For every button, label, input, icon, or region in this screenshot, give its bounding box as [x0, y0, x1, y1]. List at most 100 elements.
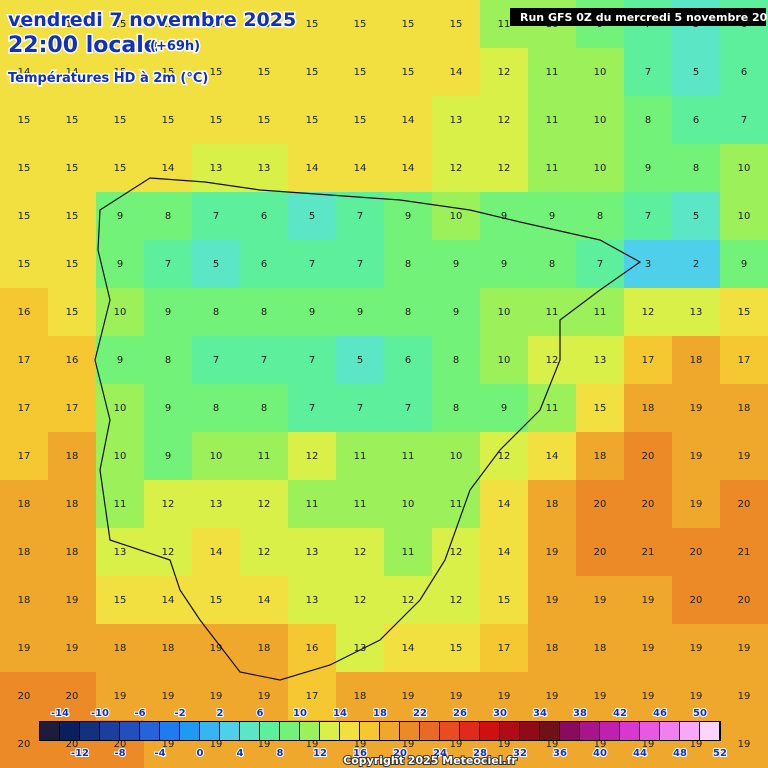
temperature-cell: [480, 480, 529, 529]
temperature-value: 12: [354, 547, 367, 558]
temperature-value: 20: [66, 691, 79, 702]
temperature-value: 11: [114, 499, 127, 510]
temperature-cell: [144, 384, 193, 433]
temperature-value: 12: [642, 307, 655, 318]
temperature-cell: [192, 384, 241, 433]
temperature-value: 14: [402, 115, 415, 126]
temperature-cell: [384, 384, 433, 433]
temperature-cell: [0, 192, 49, 241]
temperature-cell: [480, 288, 529, 337]
temperature-value: 9: [501, 211, 507, 222]
temperature-value: 17: [18, 403, 31, 414]
legend-label: 6: [257, 708, 264, 719]
temperature-cell: [672, 576, 721, 625]
temperature-value: 15: [258, 67, 271, 78]
temperature-cell: [288, 240, 337, 289]
temperature-value: 12: [306, 451, 319, 462]
legend-swatch: [520, 722, 539, 740]
temperature-value: 8: [693, 163, 699, 174]
temperature-cell: [432, 288, 481, 337]
temperature-value: 19: [162, 739, 175, 750]
temperature-value: 3: [645, 259, 651, 270]
legend-label: 2: [217, 708, 224, 719]
temperature-value: 15: [162, 115, 175, 126]
temperature-cell: [432, 624, 481, 673]
temperature-value: 14: [210, 547, 223, 558]
copyright: Copyright 2025 Meteociel.fr: [343, 754, 517, 767]
temperature-value: 20: [18, 739, 31, 750]
temperature-cell: [384, 336, 433, 385]
temperature-value: 11: [546, 403, 559, 414]
temperature-value: 19: [18, 643, 31, 654]
legend-swatch: [200, 722, 219, 740]
legend-swatch: [220, 722, 239, 740]
temperature-value: 19: [690, 403, 703, 414]
temperature-cell: [336, 0, 385, 49]
temperature-cell: [0, 384, 49, 433]
temperature-cell: [624, 384, 673, 433]
temperature-value: 9: [501, 403, 507, 414]
temperature-value: 18: [18, 595, 31, 606]
temperature-cell: [144, 672, 193, 721]
temperature-cell: [240, 144, 289, 193]
legend-swatch: [340, 722, 359, 740]
temperature-cell: [240, 192, 289, 241]
temperature-value: 15: [594, 403, 607, 414]
temperature-value: 11: [306, 499, 319, 510]
temperature-value: 18: [594, 643, 607, 654]
temperature-cell: [0, 288, 49, 337]
temperature-cell: [240, 576, 289, 625]
temperature-value: 19: [546, 691, 559, 702]
temperature-cell: [192, 48, 241, 97]
temperature-cell: [624, 144, 673, 193]
temperature-value: 19: [210, 739, 223, 750]
temperature-cell: [336, 672, 385, 721]
temperature-value: 12: [450, 595, 463, 606]
temperature-cell: [576, 240, 625, 289]
temperature-value: 10: [402, 499, 415, 510]
temperature-cell: [576, 336, 625, 385]
temperature-cell: [480, 672, 529, 721]
temperature-value: 10: [498, 307, 511, 318]
temperature-value: 15: [450, 643, 463, 654]
temperature-cell: [384, 624, 433, 673]
temperature-value: 15: [66, 211, 79, 222]
temperature-cell: [336, 624, 385, 673]
temperature-cell: [192, 144, 241, 193]
temperature-value: 10: [114, 403, 127, 414]
legend-swatch: [60, 722, 79, 740]
temperature-cell: [288, 480, 337, 529]
temperature-value: 9: [501, 259, 507, 270]
legend-label: 10: [293, 708, 307, 719]
legend-swatch: [240, 722, 259, 740]
temperature-value: 12: [258, 547, 271, 558]
legend-swatch: [580, 722, 599, 740]
legend: -14-12-10-8-6-4-202468101214161820222426…: [39, 707, 728, 760]
temperature-cell: [576, 576, 625, 625]
legend-label: 4: [237, 748, 244, 759]
temperature-value: 17: [738, 355, 751, 366]
legend-label: -10: [91, 708, 109, 719]
temperature-value: 10: [450, 211, 463, 222]
temperature-cell: [192, 576, 241, 625]
temperature-cell: [720, 528, 768, 577]
date: vendredi 7 novembre 2025: [8, 9, 296, 31]
temperature-value: 17: [306, 691, 319, 702]
legend-label: 32: [513, 748, 527, 759]
temperature-cell: [192, 288, 241, 337]
temperature-cell: [384, 48, 433, 97]
temperature-cell: [672, 48, 721, 97]
temperature-value: 13: [354, 643, 367, 654]
temperature-value: 10: [738, 211, 751, 222]
temperature-cell: [48, 288, 97, 337]
temperature-cell: [528, 288, 577, 337]
temperature-value: 9: [165, 307, 171, 318]
temperature-cell: [0, 528, 49, 577]
legend-label: 22: [413, 708, 427, 719]
temperature-value: 10: [498, 355, 511, 366]
temperature-cell: [336, 384, 385, 433]
temperature-cell: [144, 528, 193, 577]
temperature-cell: [576, 384, 625, 433]
temperature-cell: [720, 432, 768, 481]
